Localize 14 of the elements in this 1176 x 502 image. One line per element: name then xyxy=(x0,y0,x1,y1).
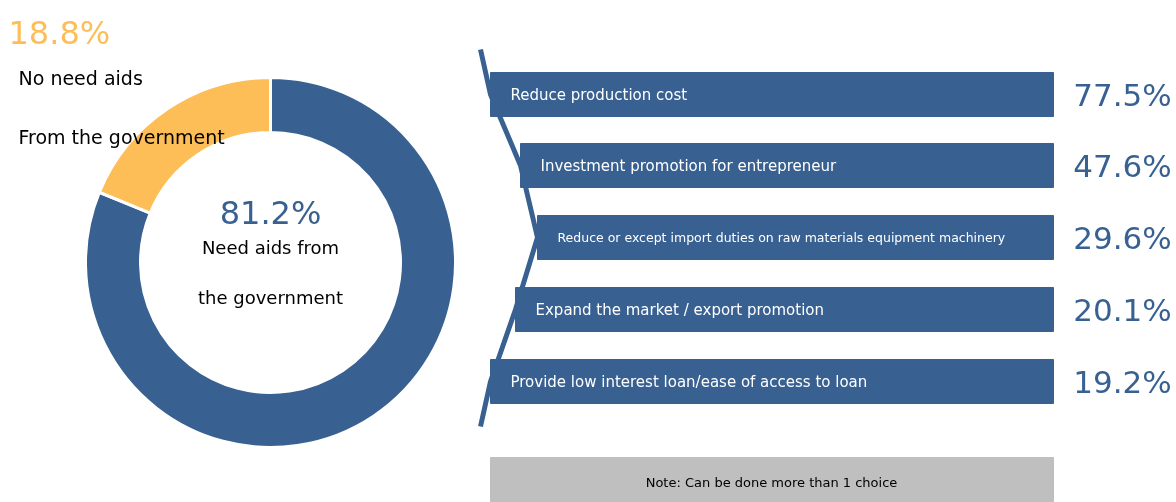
data-label: 81.2% xyxy=(219,193,322,232)
data-label: 47.6% xyxy=(1073,147,1172,184)
category-label: Reduce or except import duties on raw materials equipment machinery xyxy=(557,230,1006,245)
category-label: Expand the market / export promotion xyxy=(535,300,824,319)
data-label: 18.8% xyxy=(8,13,111,52)
data-label: 19.2% xyxy=(1073,363,1172,400)
category-label: Investment promotion for entrepreneur xyxy=(540,156,837,175)
data-label: 77.5% xyxy=(1073,76,1172,113)
category-label: Provide low interest loan/ease of access to loan xyxy=(510,372,868,391)
text: Note: Can be done more than 1 choice xyxy=(645,475,898,490)
category-label: Need aids from the government xyxy=(198,236,343,309)
data-label: 29.6% xyxy=(1073,219,1172,256)
category-label: Reduce production cost xyxy=(510,85,688,104)
data-label: 20.1% xyxy=(1073,291,1172,328)
